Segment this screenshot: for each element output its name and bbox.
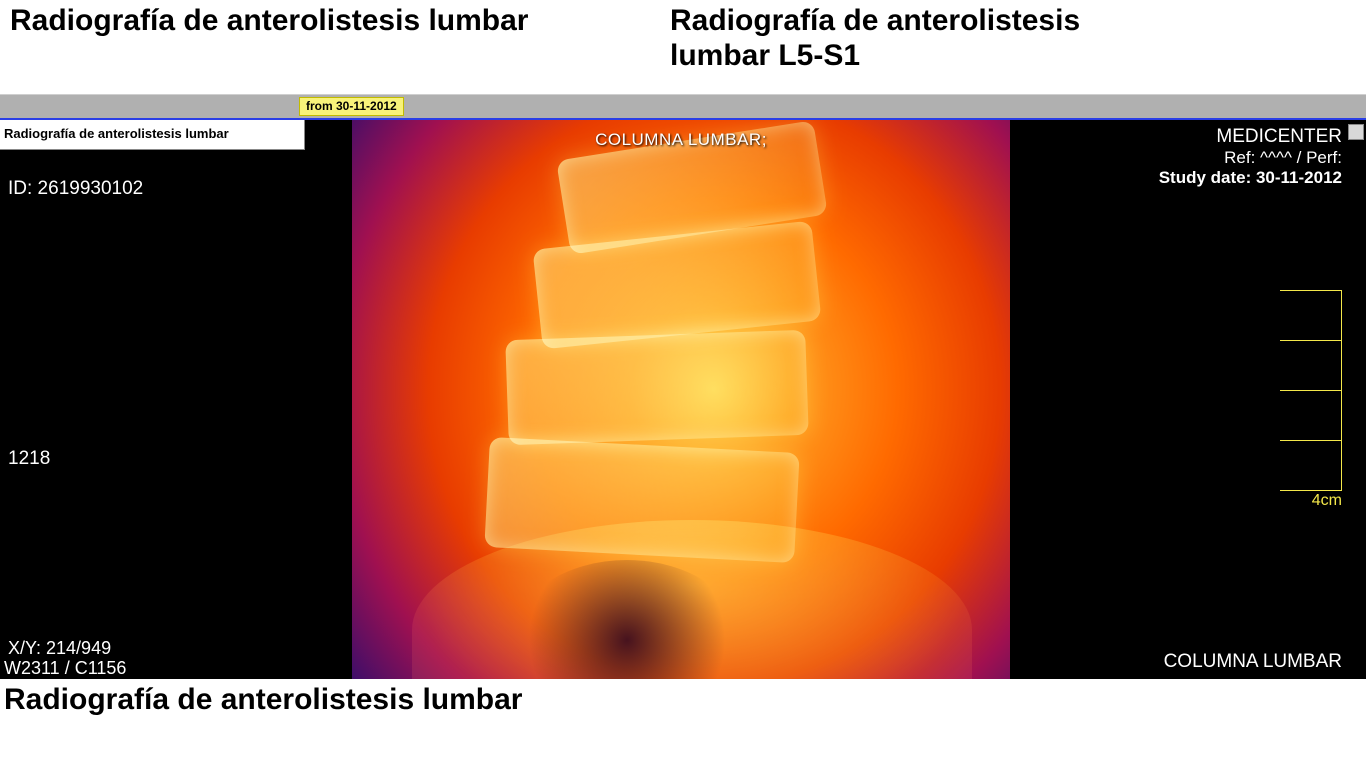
page-title-right: Radiografía de anterolistesislumbar L5-S… — [670, 4, 1080, 73]
scale-tick — [1280, 340, 1342, 341]
header-band: Radiografía de anterolistesis lumbar Rad… — [0, 0, 1366, 95]
overlay-window-level: W2311 / C1156 — [4, 658, 126, 679]
date-tag[interactable]: from 30-11-2012 — [299, 97, 404, 116]
series-thumbnail-panel[interactable]: Radiografía de anterolistesis lumbar — [0, 120, 305, 150]
overlay-series-name: COLUMNA LUMBAR; — [595, 130, 767, 150]
overlay-patient-id: ID: 2619930102 — [8, 178, 143, 200]
scale-tick — [1280, 440, 1342, 441]
series-thumbnail-label: Radiografía de anterolistesis lumbar — [4, 126, 229, 141]
dicom-viewer[interactable]: Radiografía de anterolistesis lumbar COL… — [0, 118, 1366, 679]
scrollbar-stub[interactable] — [1348, 124, 1364, 140]
overlay-institution: MEDICENTER — [1216, 126, 1342, 148]
page-title-left: Radiografía de anterolistesis lumbar — [10, 4, 528, 38]
overlay-ref-perf: Ref: ^^^^ / Perf: — [1224, 148, 1342, 168]
scale-label: 4cm — [1312, 492, 1342, 510]
toolbar-strip: from 30-11-2012 — [0, 95, 1366, 118]
overlay-bottom-right: COLUMNA LUMBAR — [1164, 651, 1342, 673]
scale-tick — [1280, 290, 1342, 291]
footer-band: Radiografía de anterolistesis lumbar — [0, 679, 1366, 768]
vertebra-shape — [505, 330, 808, 445]
xray-image[interactable]: COLUMNA LUMBAR; — [352, 120, 1010, 681]
overlay-mid-value: 1218 — [8, 448, 50, 470]
scale-tick — [1280, 390, 1342, 391]
overlay-xy: X/Y: 214/949 — [8, 638, 111, 659]
scale-ruler: 4cm — [1272, 290, 1342, 500]
scale-tick — [1280, 490, 1342, 491]
footer-title: Radiografía de anterolistesis lumbar — [0, 679, 1366, 721]
overlay-study-date: Study date: 30-11-2012 — [1159, 168, 1342, 188]
